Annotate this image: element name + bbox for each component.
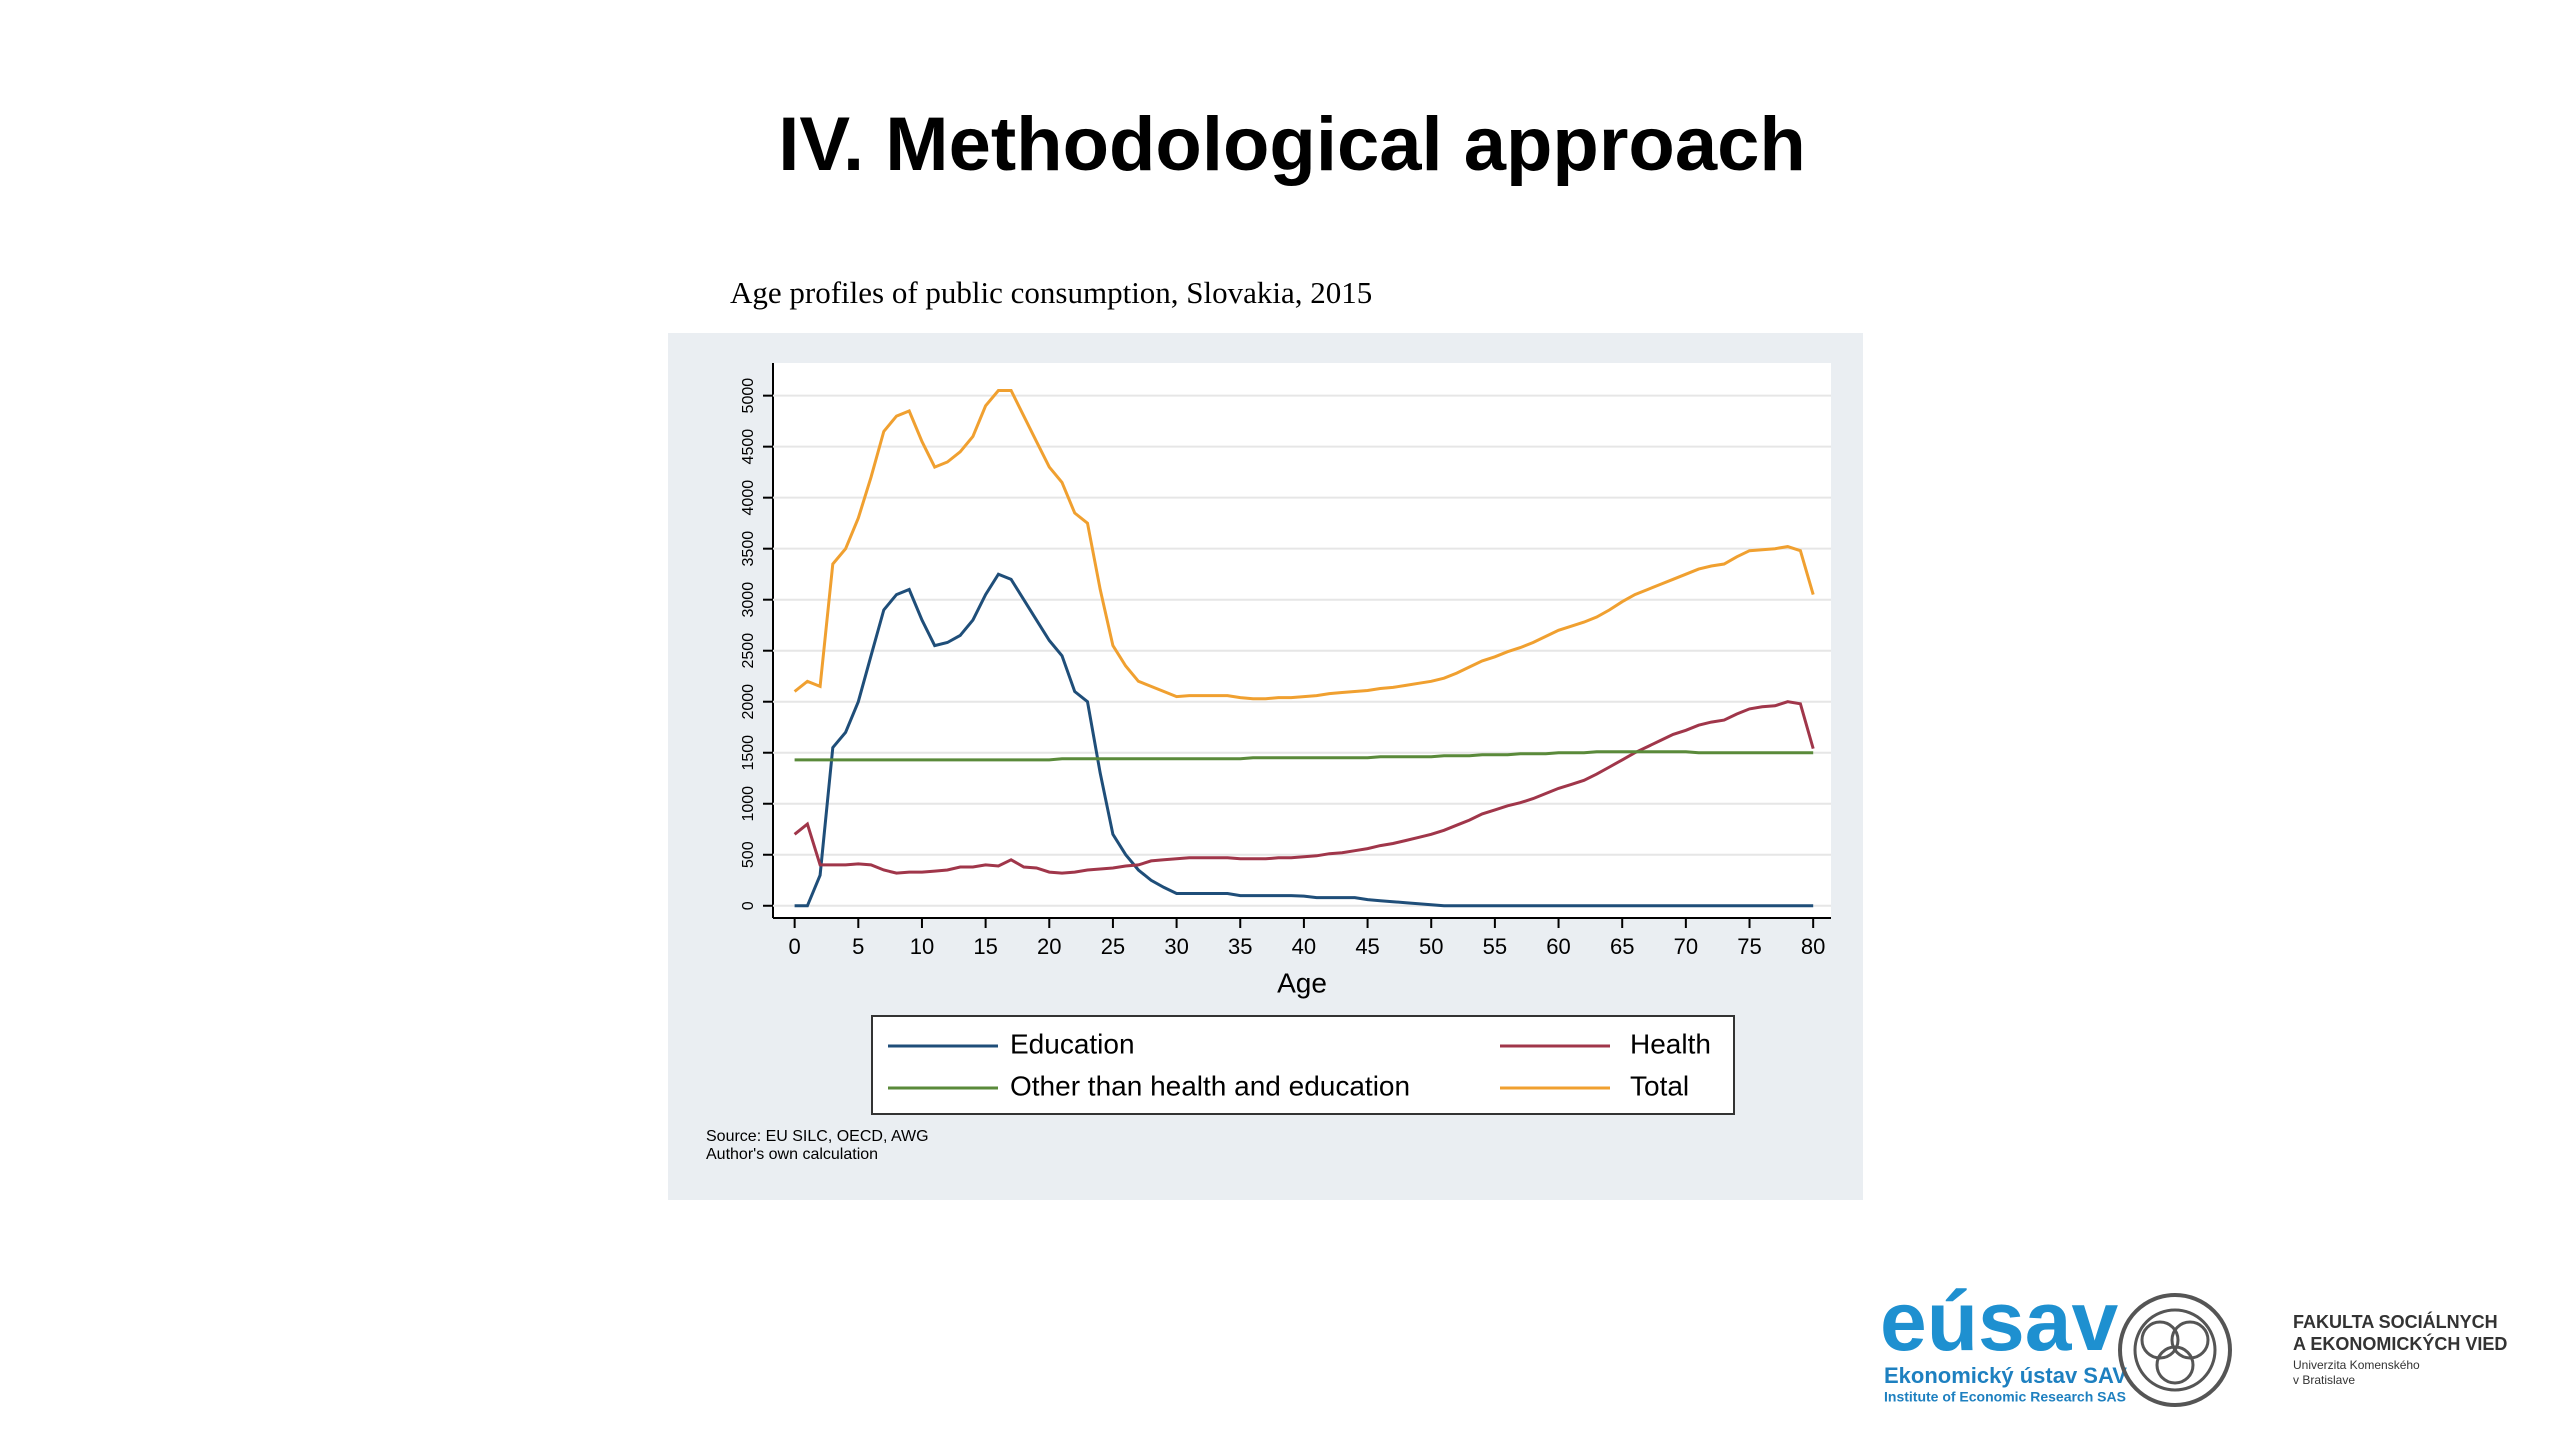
eusav-en: Institute of Economic Research SAS	[1884, 1389, 2126, 1405]
y-tick-label: 5000	[740, 378, 757, 414]
x-tick-label: 40	[1292, 934, 1316, 959]
x-tick-label: 35	[1228, 934, 1252, 959]
x-tick-label: 45	[1355, 934, 1379, 959]
y-tick-label: 2000	[740, 684, 757, 720]
y-tick-label: 2500	[740, 633, 757, 669]
y-tick-label: 3000	[740, 582, 757, 618]
x-tick-label: 5	[852, 934, 864, 959]
series-line	[794, 572, 1814, 908]
slide-title: IV. Methodological approach	[778, 102, 1806, 187]
faculty-seal	[2155, 1345, 2195, 1385]
faculty-seal	[2133, 1308, 2217, 1392]
x-tick-label: 30	[1164, 934, 1188, 959]
faculty-name: FAKULTA SOCIÁLNYCH	[2293, 1311, 2498, 1332]
x-tick-label: 20	[1037, 934, 1061, 959]
y-tick-label: 1000	[740, 786, 757, 822]
series-line	[793, 389, 1815, 701]
x-tick-label: 75	[1737, 934, 1761, 959]
legend-label: Total	[1630, 1070, 1689, 1101]
y-tick-label: 1500	[740, 735, 757, 771]
logos: eúsav Ekonomický ústav SAV Institute of …	[1880, 1274, 2507, 1407]
y-tick-label: 3500	[740, 531, 757, 567]
series-line	[793, 700, 1815, 875]
chart-title: Age profiles of public consumption, Slov…	[730, 275, 1372, 310]
x-tick-label: 70	[1674, 934, 1698, 959]
x-axis-label: Age	[1277, 967, 1327, 998]
x-tick-label: 80	[1801, 934, 1825, 959]
eusav-name: Ekonomický ústav SAV	[1884, 1363, 2127, 1388]
x-tick-label: 25	[1101, 934, 1125, 959]
series-line	[794, 750, 1814, 762]
legend	[871, 1015, 1735, 1115]
legend-label: Education	[1010, 1028, 1135, 1059]
legend-label: Other than health and education	[1010, 1070, 1410, 1101]
y-tick-label: 4500	[740, 429, 757, 465]
eusav-logo: eúsav	[1880, 1274, 2118, 1368]
x-tick-label: 50	[1419, 934, 1443, 959]
x-tick-label: 60	[1546, 934, 1570, 959]
university-name: v Bratislave	[2293, 1373, 2355, 1387]
x-tick-label: 10	[910, 934, 934, 959]
x-tick-label: 15	[973, 934, 997, 959]
x-tick-label: 55	[1483, 934, 1507, 959]
faculty-name: A EKONOMICKÝCH VIED	[2293, 1333, 2507, 1354]
x-tick-label: 65	[1610, 934, 1634, 959]
y-tick-label: 0	[740, 901, 757, 910]
x-tick-label: 0	[789, 934, 801, 959]
source-note: Source: EU SILC, OECD, AWG	[706, 1128, 929, 1145]
faculty-seal	[2118, 1293, 2232, 1407]
y-tick-label: 4000	[740, 480, 757, 516]
y-tick-label: 500	[740, 841, 757, 868]
source-note: Author's own calculation	[706, 1146, 878, 1163]
legend-label: Health	[1630, 1028, 1711, 1059]
university-name: Univerzita Komenského	[2293, 1358, 2420, 1372]
